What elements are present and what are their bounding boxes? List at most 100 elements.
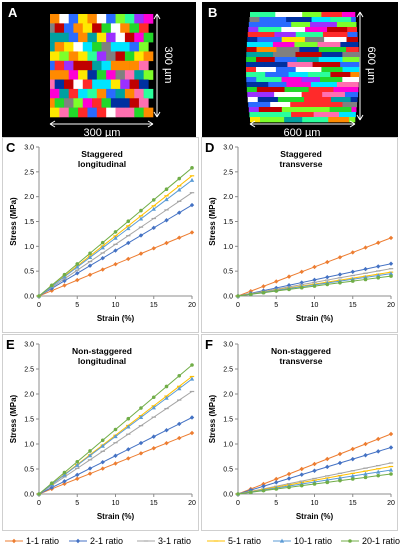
mosaic-cell [106, 88, 116, 99]
data-point-2-1-ratio [138, 440, 144, 446]
legend-swatch [137, 540, 155, 542]
mosaic-cell [50, 88, 60, 99]
data-point-2-1-ratio [177, 421, 182, 427]
legend-swatch [69, 538, 87, 544]
data-point-2-1-ratio [87, 466, 93, 471]
mosaic-cell [281, 27, 306, 33]
data-point-20-1-ratio [151, 395, 156, 400]
data-point-1-1-ratio [87, 272, 93, 277]
x-tick-label: 20 [188, 500, 196, 507]
data-point-1-1-ratio [337, 451, 343, 457]
y-tick-label: 2.0 [223, 392, 233, 399]
mosaic-cell [64, 42, 74, 52]
mosaic-cell [101, 42, 112, 52]
mosaic-cell [286, 82, 312, 88]
data-point-20-1-ratio [88, 251, 92, 256]
mosaic-cell [248, 107, 260, 113]
mosaic-cell [247, 97, 259, 103]
mosaic-cell [313, 112, 340, 118]
mosaic-cell [276, 47, 300, 53]
mosaic-cell [287, 62, 313, 68]
mosaic-cell [281, 37, 306, 43]
series-3-1-ratio [36, 390, 195, 495]
data-point-1-1-ratio [177, 435, 182, 441]
mosaic-cell [346, 37, 359, 43]
mosaic-cell [96, 32, 107, 43]
x-tick-label: 20 [387, 302, 395, 309]
mosaic-cell [106, 14, 116, 24]
data-point-10-1-ratio [138, 216, 144, 221]
mosaic-cell [134, 14, 144, 24]
mosaic-cell [96, 51, 107, 62]
data-point-20-1-ratio [126, 219, 131, 224]
data-point-20-1-ratio [75, 459, 80, 464]
x-tick-label: 15 [150, 500, 158, 507]
data-point-20-1-ratio [113, 230, 118, 234]
data-point-2-1-ratio [299, 280, 304, 285]
data-point-20-1-ratio [88, 449, 92, 453]
data-point-1-1-ratio [164, 240, 169, 246]
mosaic-cell [301, 107, 330, 113]
x-tick-label: 0 [37, 302, 41, 309]
y-tick-label: 0.0 [223, 492, 233, 499]
mosaic-cell [324, 37, 347, 43]
mosaic-cell [351, 17, 356, 23]
x-tick-label: 5 [274, 302, 278, 309]
mosaic-cell [96, 70, 107, 80]
data-point-2-1-ratio [376, 264, 381, 269]
mosaic-cell [68, 51, 79, 62]
stress-strain-chart-f: 0.0 0.5 1.0 1.5 2.0 2.5 3.0 0 5 10 15 20 Strain (%) S… [208, 342, 395, 522]
mosaic-cell [268, 22, 292, 28]
mosaic-cell [275, 12, 303, 18]
mosaic-cell [322, 32, 348, 38]
data-point-1-1-ratio [75, 277, 80, 283]
mosaic-cell [54, 60, 65, 71]
panel-label-a: A [8, 5, 18, 20]
mosaic-cell [143, 88, 154, 99]
chart-title: Staggered [81, 149, 123, 159]
y-tick-label: 2.0 [24, 392, 34, 399]
mosaic-cell [342, 67, 360, 73]
mosaic-cell [59, 32, 70, 43]
series-20-1-ratio [37, 166, 194, 298]
x-tick-label: 5 [274, 500, 278, 507]
mosaic-cell [82, 42, 93, 52]
y-tick-label: 0.5 [24, 467, 34, 474]
mosaic-cell [272, 42, 295, 48]
mosaic-cell [290, 102, 317, 108]
mosaic-cell [92, 98, 102, 108]
data-point-2-1-ratio [261, 484, 266, 489]
data-point-2-1-ratio [100, 459, 105, 465]
mosaic-cell [315, 102, 343, 108]
data-point-20-1-ratio [177, 176, 182, 181]
y-tick-label: 0.0 [223, 294, 233, 301]
chart-legend: 1-1 ratio 2-1 ratio 3-1 ratio 5-1 ratio 10-1… [0, 532, 400, 550]
data-point-2-1-ratio [337, 272, 343, 277]
mosaic-cell [87, 88, 98, 99]
mosaic-cell [247, 32, 275, 38]
mosaic-cell [246, 82, 269, 88]
data-point-2-1-ratio [388, 261, 394, 266]
data-point-20-1-ratio [164, 187, 169, 191]
mosaic-cell [284, 87, 309, 93]
mosaic-cell [73, 42, 84, 52]
mosaic-cell [50, 32, 60, 43]
data-point-2-1-ratio [113, 248, 118, 253]
mosaic-cell [143, 14, 154, 24]
x-tick-label: 0 [37, 500, 41, 507]
data-point-1-1-ratio [312, 461, 317, 467]
data-point-10-1-ratio [151, 405, 156, 410]
mosaic-cell [304, 97, 332, 103]
data-point-20-1-ratio [338, 280, 342, 285]
mosaic-cell [344, 92, 359, 98]
stress-strain-chart-c: 0.0 0.5 1.0 1.5 2.0 2.5 3.0 0 5 10 15 20 Strain (%) S… [9, 145, 196, 324]
mosaic-cell [73, 23, 84, 34]
mosaic-cell [129, 79, 140, 90]
data-point-1-1-ratio [312, 264, 317, 270]
data-point-10-1-ratio [350, 473, 355, 478]
mosaic-cell [274, 57, 298, 63]
mosaic-cell [310, 82, 338, 88]
chart-panel-f: F 0.0 0.5 1.0 1.5 2.0 2.5 3.0 0 5 10 15 20 Strain (%… [201, 334, 398, 531]
legend-label: 2-1 ratio [90, 536, 124, 546]
mosaic-cell [291, 112, 314, 118]
